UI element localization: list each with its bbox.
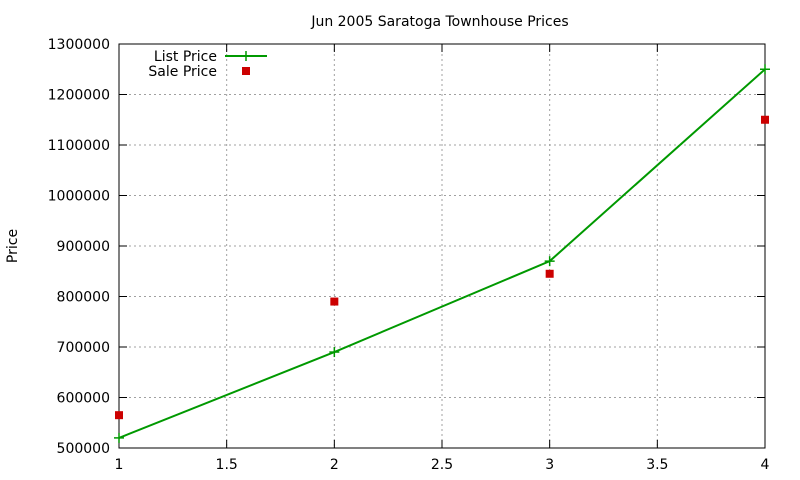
data-point — [329, 347, 340, 358]
legend-swatch-marker — [241, 51, 251, 61]
legend-swatch-marker — [242, 67, 250, 75]
plot-border — [118, 43, 766, 449]
data-point — [761, 115, 769, 124]
y-tick-label: 800000 — [57, 290, 110, 306]
y-tick-label: 1000000 — [48, 189, 110, 205]
axes: 1 1.5 2 2.5 3 3.5 4 500000 600000 700000 800000 900… — [48, 37, 770, 473]
data-point — [114, 432, 124, 443]
x-tick-label: 1 — [115, 457, 124, 473]
grid — [119, 44, 765, 448]
y-axis-label: Price — [5, 229, 21, 263]
series — [114, 64, 770, 443]
data-point — [544, 256, 555, 267]
x-tick-label: 2 — [330, 457, 339, 473]
legend-label: List Price — [154, 49, 217, 65]
y-tick-label: 600000 — [57, 391, 110, 407]
series-sale-price — [115, 115, 769, 420]
y-tick-label: 1200000 — [48, 88, 110, 104]
y-tick-label: 700000 — [57, 340, 110, 356]
x-tick-label: 1.5 — [216, 457, 238, 473]
x-tick-label: 3.5 — [646, 457, 668, 473]
y-tick-label: 1300000 — [48, 37, 110, 53]
series-list-price — [114, 64, 770, 443]
data-point — [115, 411, 123, 420]
series-line — [118, 68, 766, 439]
y-tick-label: 900000 — [57, 239, 110, 255]
x-tick-label: 3 — [545, 457, 554, 473]
y-tick-label: 500000 — [57, 441, 110, 457]
x-tick-label: 2.5 — [431, 457, 453, 473]
legend-label: Sale Price — [148, 64, 217, 80]
data-point — [545, 269, 554, 278]
chart-title: Jun 2005 Saratoga Townhouse Prices — [310, 14, 568, 30]
data-point — [760, 64, 770, 75]
x-tick-label: 4 — [761, 457, 770, 473]
data-point — [330, 297, 339, 306]
y-tick-label: 1100000 — [48, 138, 110, 154]
